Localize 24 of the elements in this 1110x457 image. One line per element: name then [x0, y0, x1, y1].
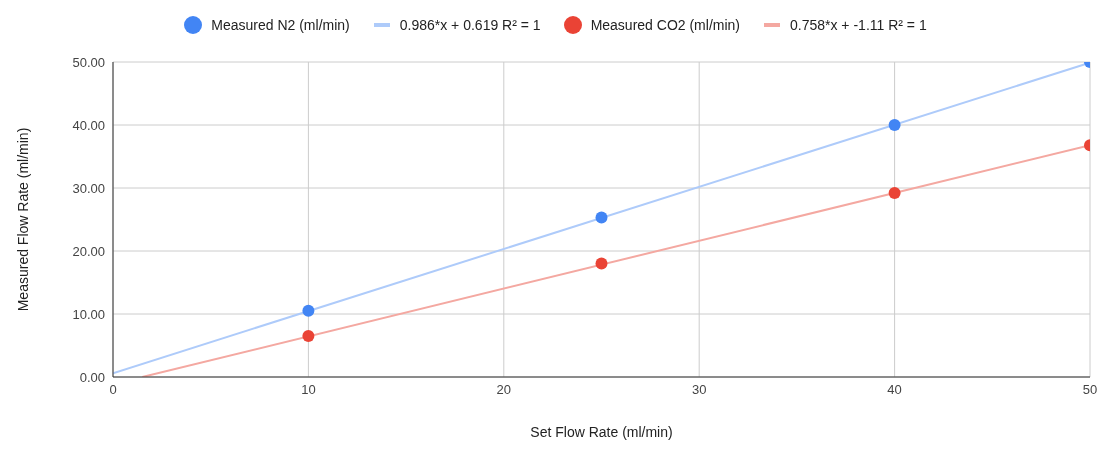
point: [595, 211, 608, 224]
y-tick-label: 30.00: [72, 180, 105, 196]
y-axis-title: Measured Flow Rate (ml/min): [14, 127, 31, 312]
x-tick-label: 50: [1082, 382, 1098, 398]
point: [595, 257, 608, 270]
legend-label: 0.986*x + 0.619 R² = 1: [399, 17, 541, 33]
x-tick-label: 10: [301, 382, 316, 398]
point: [302, 304, 315, 317]
x-tick-label: 20: [496, 382, 512, 398]
legend-label: Measured N2 (ml/min): [211, 17, 350, 33]
legend-label: 0.758*x + -1.11 R² = 1: [790, 17, 927, 33]
point: [888, 119, 901, 131]
legend-label: Measured CO2 (ml/min): [590, 17, 740, 33]
y-tick-label: 40.00: [72, 117, 105, 133]
x-tick-label: 0: [109, 382, 117, 398]
point: [888, 187, 901, 200]
y-tick-label: 10.00: [72, 306, 105, 322]
y-tick-label: 50.00: [72, 54, 105, 70]
y-tick-label: 20.00: [72, 243, 105, 259]
x-tick-label: 40: [887, 382, 902, 398]
point: [302, 330, 315, 343]
x-axis-title: Set Flow Rate (ml/min): [530, 424, 673, 440]
y-tick-label: 0.00: [79, 369, 105, 385]
x-tick-label: 30: [691, 382, 707, 398]
